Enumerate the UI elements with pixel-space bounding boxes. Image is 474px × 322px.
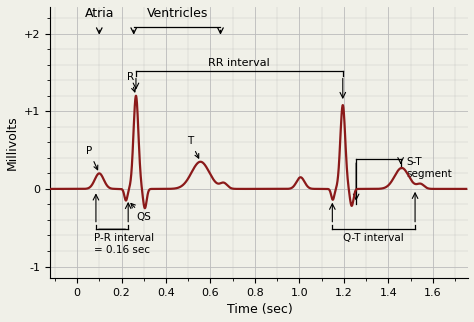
Text: RR interval: RR interval [209, 58, 270, 68]
Text: Q-T interval: Q-T interval [343, 233, 404, 243]
Text: S-T
segment: S-T segment [406, 157, 452, 179]
Text: Ventricles: Ventricles [146, 7, 208, 20]
Text: T: T [187, 136, 199, 158]
Text: P: P [86, 146, 98, 170]
Y-axis label: Millivolts: Millivolts [6, 115, 18, 170]
X-axis label: Time (sec): Time (sec) [227, 303, 292, 317]
Text: Atria: Atria [84, 7, 114, 20]
Text: P-R interval
= 0.16 sec: P-R interval = 0.16 sec [94, 233, 154, 255]
Text: QS: QS [131, 204, 152, 222]
Text: R: R [127, 72, 136, 92]
